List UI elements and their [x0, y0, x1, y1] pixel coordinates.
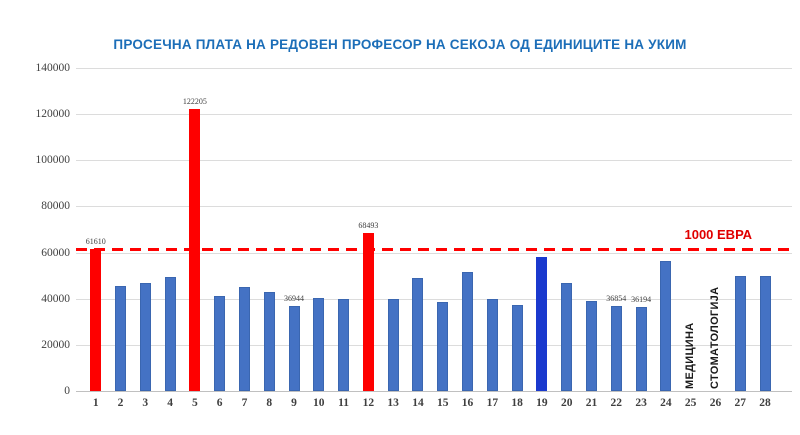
x-axis-tick-label: 5: [191, 397, 198, 409]
bar: [536, 257, 548, 391]
bar: [412, 277, 424, 391]
category-annotation: МЕДИЦИНА: [684, 322, 697, 389]
gridline: [76, 114, 792, 115]
bar: [437, 302, 449, 391]
reference-line-label: 1000 ЕВРА: [684, 227, 752, 242]
bar: [387, 298, 399, 391]
category-annotation: СТОМАТОЛОГИЈА: [708, 286, 721, 389]
x-axis-tick-label: 10: [313, 397, 325, 409]
x-axis-tick-label: 26: [709, 397, 722, 409]
x-axis-tick-label: 3: [142, 397, 149, 409]
bar: [561, 283, 573, 391]
bar-data-label: 36194: [631, 295, 652, 305]
bar-data-label: 61610: [85, 236, 106, 246]
bar: [610, 305, 622, 391]
x-axis-tick-label: 18: [511, 397, 523, 409]
gridline: [76, 253, 792, 254]
bar: [313, 297, 325, 391]
bar: [238, 287, 250, 391]
x-axis-tick-label: 27: [734, 397, 746, 409]
y-axis-tick-label: 80000: [41, 200, 70, 212]
x-axis-tick-label: 12: [362, 397, 375, 409]
bar-data-label: 68493: [358, 220, 379, 230]
bar: [288, 305, 300, 391]
y-axis-tick-label: 0: [64, 385, 70, 397]
x-axis-line: [76, 391, 792, 392]
x-axis-tick-label: 20: [560, 397, 573, 409]
gridline: [76, 299, 792, 300]
bar: [362, 232, 374, 391]
bar: [214, 296, 226, 391]
x-axis-tick-label: 8: [266, 397, 273, 409]
x-axis-tick-label: 11: [338, 397, 350, 409]
bar: [759, 276, 771, 391]
bar-data-label: 36944: [284, 293, 305, 303]
bar-data-label: 36854: [606, 293, 627, 303]
x-axis-tick-label: 4: [167, 397, 173, 409]
x-axis-tick-label: 23: [635, 397, 647, 409]
x-axis-tick-label: 28: [759, 397, 771, 409]
x-axis-tick-label: 17: [486, 397, 499, 409]
x-axis-tick-label: 14: [412, 397, 424, 409]
y-axis-tick-label: 100000: [35, 154, 71, 166]
gridline: [76, 68, 792, 69]
x-axis-tick-label: 24: [660, 397, 672, 409]
x-axis-tick-label: 15: [437, 397, 449, 409]
bar: [462, 272, 474, 391]
bar-data-label: 122205: [182, 97, 207, 107]
x-axis-tick-label: 16: [461, 397, 474, 409]
x-axis-tick-label: 21: [585, 397, 598, 409]
gridline: [76, 345, 792, 346]
x-axis-tick-label: 6: [216, 397, 223, 409]
x-axis-tick-label: 19: [536, 397, 548, 409]
x-axis-tick-label: 2: [117, 397, 124, 409]
y-axis-tick-label: 20000: [41, 339, 70, 351]
bar: [189, 109, 201, 391]
chart-title: ПРОСЕЧНА ПЛАТА НА РЕДОВЕН ПРОФЕСОР НА СЕ…: [113, 37, 687, 52]
bar: [114, 286, 126, 391]
y-axis-tick-label: 40000: [41, 293, 70, 305]
y-axis-tick-label: 120000: [35, 108, 71, 120]
reference-line: [76, 248, 792, 251]
x-axis-tick-label: 1: [92, 397, 99, 409]
x-axis-tick-label: 25: [684, 397, 697, 409]
bar: [660, 260, 672, 391]
x-axis-tick-label: 7: [241, 397, 248, 409]
bar: [139, 283, 151, 391]
bar: [635, 307, 647, 391]
bar: [734, 275, 746, 391]
bar: [338, 298, 350, 391]
gridline: [76, 160, 792, 161]
bar: [263, 292, 275, 391]
y-axis-tick-label: 140000: [35, 62, 71, 74]
bar: [511, 305, 523, 391]
y-axis-tick-label: 60000: [41, 247, 70, 259]
x-axis-tick-label: 22: [610, 397, 623, 409]
x-axis-tick-label: 9: [291, 397, 297, 409]
gridline: [76, 206, 792, 207]
x-axis-tick-label: 13: [387, 397, 399, 409]
bar: [586, 300, 597, 391]
bar: [486, 298, 498, 391]
bar: [164, 277, 176, 391]
bar: [90, 248, 102, 391]
